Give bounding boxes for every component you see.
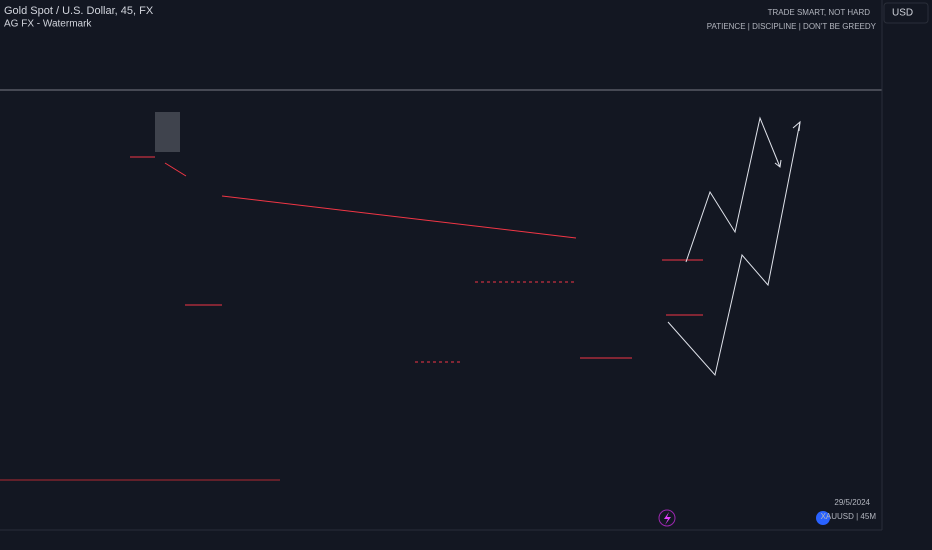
drawings xyxy=(0,89,882,481)
projection-arrow xyxy=(774,159,782,168)
currency-button[interactable] xyxy=(883,2,929,24)
projection-arrow xyxy=(792,120,801,132)
price-axis xyxy=(882,0,932,530)
currency[interactable]: USD xyxy=(892,8,913,19)
watermark: TRADE SMART, NOT HARD xyxy=(768,8,871,17)
projection-path xyxy=(685,116,781,263)
chart-title: Gold Spot / U.S. Dollar, 45, FX xyxy=(4,5,154,17)
projection-path xyxy=(667,121,801,377)
flag-icon xyxy=(816,511,830,525)
fvg-box xyxy=(155,112,180,152)
sweep-line xyxy=(164,162,187,177)
symbol-stamp: XAUUSD | 45M xyxy=(821,512,877,521)
chart-subtitle: AG FX - Watermark xyxy=(4,19,92,30)
alert-bolt xyxy=(664,512,671,525)
liquidity-line xyxy=(221,195,577,239)
watermark: PATIENCE | DISCIPLINE | DON'T BE GREEDY xyxy=(707,22,877,31)
alert-icon[interactable] xyxy=(658,509,676,527)
date-stamp: 29/5/2024 xyxy=(834,498,870,507)
